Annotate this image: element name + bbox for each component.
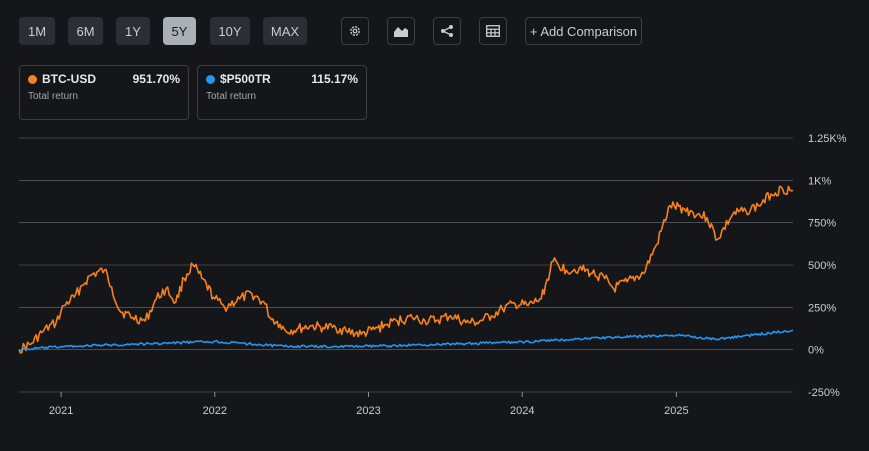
share-icon: [441, 25, 453, 37]
gear-icon: [350, 26, 360, 36]
legend-card-btc: BTC-USD 951.70% Total return: [19, 65, 189, 120]
range-button-6m[interactable]: 6M: [68, 17, 103, 45]
range-button-max[interactable]: MAX: [263, 17, 307, 45]
y-tick-label: 250%: [808, 302, 836, 314]
legend-card-sp500tr: $P500TR 115.17% Total return: [197, 65, 367, 120]
y-tick-label: 0%: [808, 345, 824, 357]
range-button-5y[interactable]: 5Y: [163, 17, 196, 45]
chart-type-button[interactable]: [387, 17, 415, 45]
x-tick-label: 2022: [203, 405, 227, 417]
legend-symbol: $P500TR: [220, 72, 271, 86]
y-tick-label: 750%: [808, 218, 836, 230]
y-tick-label: 1K%: [808, 175, 831, 187]
x-tick-label: 2024: [510, 405, 534, 417]
legend-symbol: BTC-USD: [42, 72, 96, 86]
share-button[interactable]: [433, 17, 461, 45]
area-chart-icon: [394, 27, 408, 37]
add-comparison-button[interactable]: + Add Comparison: [525, 17, 642, 45]
y-tick-label: 1.25K%: [808, 133, 847, 145]
series-color-dot: [206, 74, 215, 84]
series-color-dot: [28, 74, 37, 84]
legend-sublabel: Total return: [28, 91, 79, 102]
range-button-1y[interactable]: 1Y: [116, 17, 150, 45]
x-tick-label: 2021: [49, 405, 73, 417]
y-tick-label: 500%: [808, 260, 836, 272]
legend-value: 951.70%: [132, 72, 180, 86]
x-tick-label: 2025: [664, 405, 688, 417]
series-line-btc-usd[interactable]: [18, 185, 794, 354]
series-line-sp500tr[interactable]: [18, 329, 794, 352]
range-button-10y[interactable]: 10Y: [210, 17, 250, 45]
range-button-1m[interactable]: 1M: [19, 17, 55, 45]
legend-sublabel: Total return: [206, 91, 257, 102]
settings-button[interactable]: [341, 17, 369, 45]
legend-value: 115.17%: [311, 72, 358, 86]
table-icon: [486, 25, 500, 37]
table-button[interactable]: [479, 17, 507, 45]
y-tick-label: -250%: [808, 387, 840, 399]
x-tick-label: 2023: [356, 405, 380, 417]
